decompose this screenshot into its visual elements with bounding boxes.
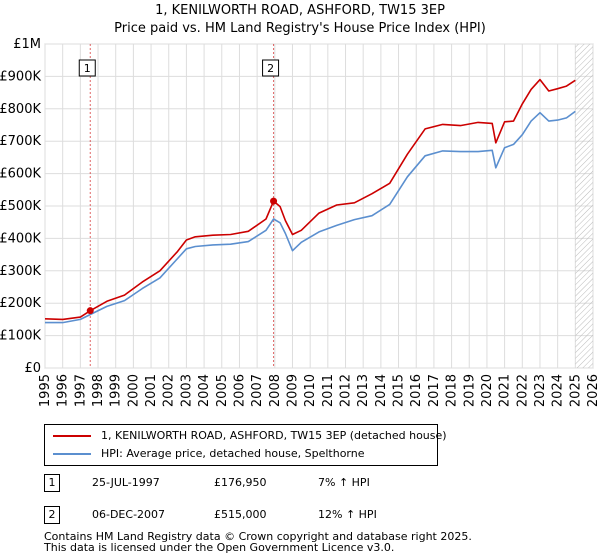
legend-swatch-property <box>53 435 91 437</box>
y-tick-label: £1M <box>13 37 41 52</box>
x-tick-label: 2015 <box>392 374 407 407</box>
sale-point <box>86 307 94 315</box>
chart-title: 1, KENILWORTH ROAD, ASHFORD, TW15 3EP <box>155 3 445 18</box>
x-tick-label: 2009 <box>285 374 300 407</box>
sale-price: £176,950 <box>214 476 267 489</box>
x-tick-label: 1998 <box>91 374 106 407</box>
sale-badge-label: 2 <box>267 62 274 75</box>
y-tick-label: £100K <box>0 329 41 344</box>
sale-date: 25-JUL-1997 <box>92 476 160 489</box>
x-tick-label: 1997 <box>73 374 88 407</box>
y-tick-label: £800K <box>0 102 41 117</box>
price-chart: 1 2 £0 £100K £200K £300K £400K £500K £600K £700K… <box>0 37 600 407</box>
x-tick-label: 2013 <box>356 374 371 407</box>
x-tick-label: 2007 <box>250 374 265 407</box>
hpi-series-line <box>45 110 576 324</box>
y-tick-label: £600K <box>0 167 41 182</box>
x-tick-label: 2005 <box>215 374 230 407</box>
sale-hpi-change: 7% ↑ HPI <box>318 476 370 489</box>
x-tick-label: 2010 <box>303 374 318 407</box>
sale-badge: 1 <box>44 474 60 492</box>
x-tick-label: 2018 <box>445 374 460 407</box>
sale-row: 2 06-DEC-2007 £515,000 12% ↑ HPI <box>44 506 444 524</box>
footer-copyright: Contains HM Land Registry data © Crown c… <box>44 530 472 543</box>
x-tick-label: 2000 <box>126 374 141 407</box>
y-tick-label: £300K <box>0 264 41 279</box>
x-tick-label: 2023 <box>533 374 548 407</box>
x-tick-label: 2012 <box>339 374 354 407</box>
x-tick-label: 2011 <box>321 374 336 407</box>
footer: Contains HM Land Registry data © Crown c… <box>44 531 472 553</box>
x-tick-label: 2019 <box>462 374 477 407</box>
x-tick-label: 2024 <box>551 374 566 407</box>
x-tick-label: 2016 <box>409 374 424 407</box>
y-tick-label: £700K <box>0 134 41 149</box>
x-tick-label: 1996 <box>56 374 71 407</box>
sale-row: 1 25-JUL-1997 £176,950 7% ↑ HPI <box>44 474 444 492</box>
y-tick-label: £0 <box>24 361 41 376</box>
sale-badge-label: 1 <box>84 62 91 75</box>
x-tick-label: 2001 <box>144 374 159 407</box>
x-tick-label: 2003 <box>179 374 194 407</box>
sale-price: £515,000 <box>214 508 267 521</box>
y-tick-label: £500K <box>0 199 41 214</box>
x-tick-label: 2014 <box>374 374 389 407</box>
sale-badge-box <box>262 59 280 77</box>
x-tick-label: 2004 <box>197 374 212 407</box>
x-tick-label: 1995 <box>38 374 53 407</box>
chart-title-block: 1, KENILWORTH ROAD, ASHFORD, TW15 3EP Pr… <box>0 2 600 38</box>
sale-badge-box <box>78 59 96 77</box>
legend-swatch-hpi <box>53 453 91 455</box>
y-tick-label: £900K <box>0 69 41 84</box>
x-tick-label: 2002 <box>162 374 177 407</box>
footer-licence: This data is licensed under the Open Gov… <box>44 541 395 554</box>
y-tick-label: £400K <box>0 231 41 246</box>
x-tick-label: 2026 <box>586 374 600 407</box>
x-tick-label: 2025 <box>568 374 583 407</box>
sale-hpi-change: 12% ↑ HPI <box>318 508 377 521</box>
property-series-line <box>44 78 576 321</box>
x-tick-label: 2022 <box>515 374 530 407</box>
x-tick-label: 2008 <box>268 374 283 407</box>
sale-badge: 2 <box>44 506 60 524</box>
chart-subtitle: Price paid vs. HM Land Registry's House … <box>114 21 486 36</box>
x-tick-label: 1999 <box>109 374 124 407</box>
x-tick-label: 2020 <box>480 374 495 407</box>
sale-point <box>270 197 278 205</box>
forecast-region <box>575 44 593 368</box>
y-tick-label: £200K <box>0 296 41 311</box>
x-tick-label: 2021 <box>498 374 513 407</box>
legend: 1, KENILWORTH ROAD, ASHFORD, TW15 3EP (d… <box>44 424 447 466</box>
x-tick-label: 2017 <box>427 374 442 407</box>
legend-label-hpi: HPI: Average price, detached house, Spel… <box>101 447 365 460</box>
legend-label-property: 1, KENILWORTH ROAD, ASHFORD, TW15 3EP (d… <box>101 429 447 442</box>
sale-date: 06-DEC-2007 <box>92 508 166 521</box>
x-tick-label: 2006 <box>232 374 247 407</box>
